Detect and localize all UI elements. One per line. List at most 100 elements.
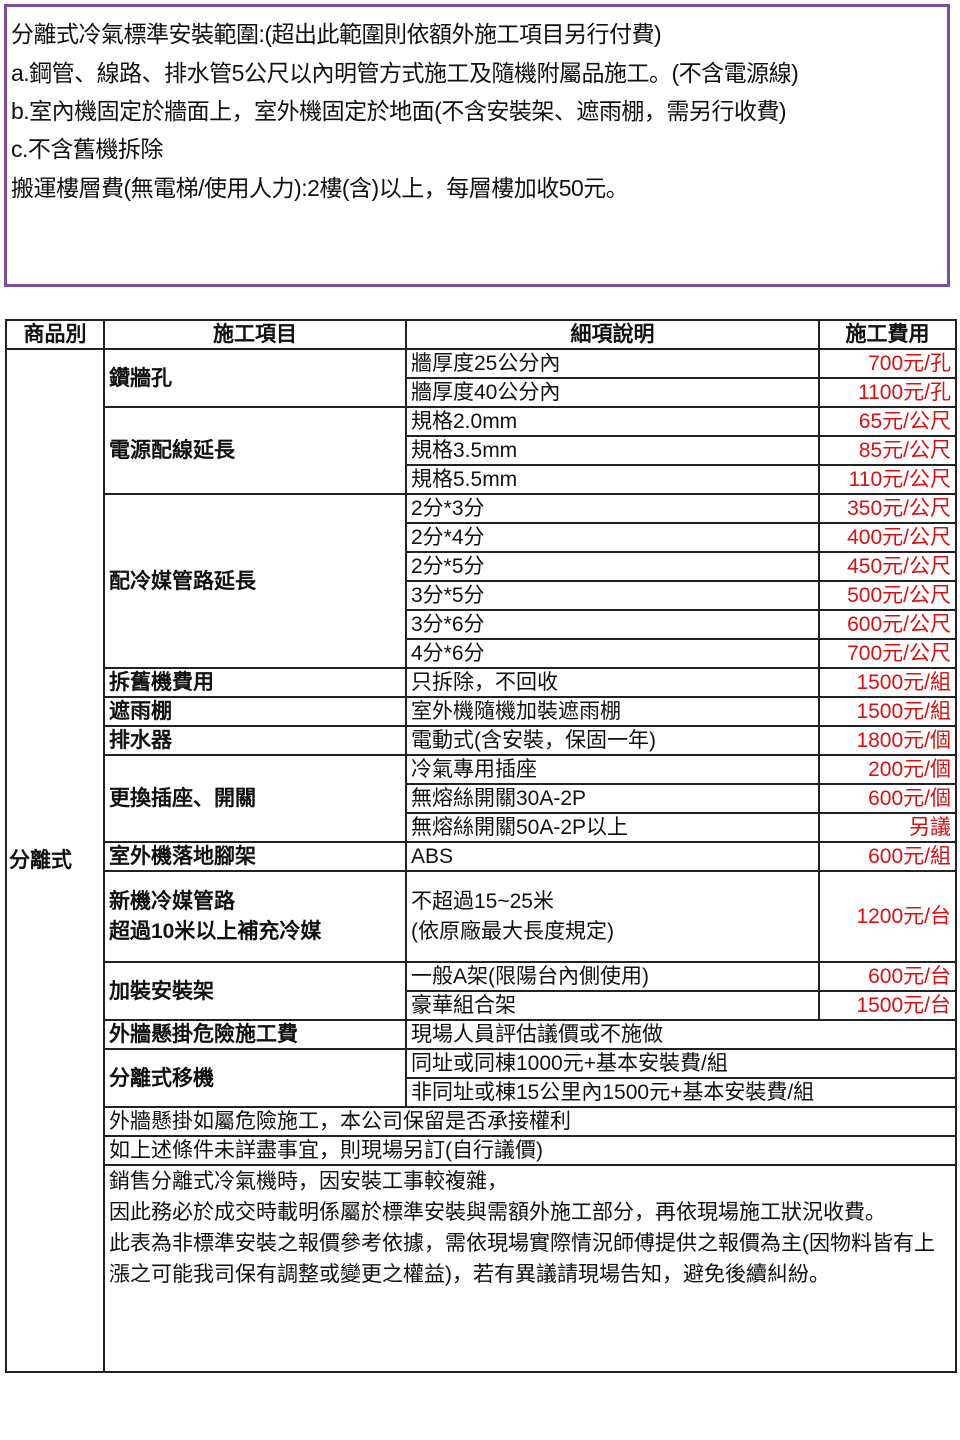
table-row: 分離式 鑽牆孔 牆厚度25公分內 700元/孔 <box>5 348 957 1373</box>
table-row: 2分*5分 450元/公尺 <box>6 551 957 582</box>
fee-cell: 600元/公尺 <box>818 609 957 640</box>
detail-cell: 規格3.5mm <box>405 435 820 466</box>
footer-note-cell: 外牆懸掛如屬危險施工，本公司保留是否承接權利 <box>103 1106 957 1137</box>
item-name-cell: 拆舊機費用 <box>103 667 407 698</box>
scope-item-a: a.鋼管、線路、排水管5公尺以內明管方式施工及隨機附屬品施工。(不含電源線) <box>11 60 799 86</box>
notes-cell: 銷售分離式冷氣機時，因安裝工事較複雜， 因此務必於成交時載明係屬於標準安裝與需額外… <box>103 1164 957 1373</box>
fee-cell: 1500元/台 <box>818 990 957 1021</box>
table-row: 加裝安裝架 一般A架(限陽台內側使用) 600元/台 <box>6 961 957 1021</box>
fee-cell: 1500元/組 <box>818 667 957 698</box>
detail-cell: 牆厚度25公分內 <box>405 348 820 379</box>
standard-installation-scope-box: 分離式冷氣標準安裝範圍:(超出此範圍則依額外施工項目另行付費) a.鋼管、線路、… <box>4 4 950 287</box>
table-row: 室外機落地腳架 ABS 600元/組 <box>6 841 957 872</box>
item-name-cell: 加裝安裝架 <box>103 961 407 1021</box>
header-detail: 細項說明 <box>405 319 820 350</box>
detail-cell: 4分*6分 <box>405 638 820 669</box>
item-name-cell: 室外機落地腳架 <box>103 841 407 872</box>
footer-row: 如上述條件未詳盡事宜，則現場另訂(自行議價) <box>6 1135 957 1166</box>
scope-item-c: c.不含舊機拆除 <box>11 136 163 162</box>
detail-cell: 牆厚度40公分內 <box>405 377 820 408</box>
detail-cell: 2分*3分 <box>405 493 820 524</box>
scope-floor-fee: 搬運樓層費(無電梯/使用人力):2樓(含)以上，每層樓加收50元。 <box>11 175 629 201</box>
fee-cell: 600元/組 <box>818 841 957 872</box>
fee-cell: 500元/公尺 <box>818 580 957 611</box>
item-name-cell: 排水器 <box>103 725 407 756</box>
table-row: 電源配線延長 規格2.0mm 65元/公尺 <box>6 406 957 495</box>
table-row: 更換插座、開關 冷氣專用插座 200元/個 <box>6 754 957 843</box>
detail-cell: 3分*5分 <box>405 580 820 611</box>
fee-cell: 400元/公尺 <box>818 522 957 553</box>
note-paragraph: 因此務必於成交時載明係屬於標準安裝與需額外施工部分，再依現場施工狀況收費。 <box>109 1201 886 1224</box>
table-row: 3分*6分 600元/公尺 <box>6 609 957 640</box>
scope-item-b: b.室內機固定於牆面上，室外機固定於地面(不含安裝架、遮雨棚，需另行收費) <box>11 98 787 124</box>
fee-cell: 350元/公尺 <box>818 493 957 524</box>
table-row: 4分*6分 700元/公尺 <box>6 638 957 669</box>
detail-cell: 室外機隨機加裝遮雨棚 <box>405 696 820 727</box>
table-row: 非同址或棟15公里內1500元+基本安裝費/組 <box>6 1077 957 1108</box>
item-name-cell: 更換插座、開關 <box>103 754 407 843</box>
notes-row: 銷售分離式冷氣機時，因安裝工事較複雜， 因此務必於成交時載明係屬於標準安裝與需額外… <box>6 1164 957 1373</box>
fee-cell: 1800元/個 <box>818 725 957 756</box>
detail-cell: 3分*6分 <box>405 609 820 640</box>
detail-cell: 現場人員評估議價或不施做 <box>405 1019 957 1050</box>
header-category: 商品別 <box>5 319 105 350</box>
fee-cell: 65元/公尺 <box>818 406 957 437</box>
item-name-cell: 外牆懸掛危險施工費 <box>103 1019 407 1050</box>
fee-cell: 另議 <box>818 812 957 843</box>
table-row: 豪華組合架 1500元/台 <box>6 990 957 1021</box>
note-paragraph: 此表為非標準安裝之報價參考依據，需依現場實際情況師傅提供之報價為主(因物料皆有上… <box>109 1232 935 1286</box>
item-name-cell: 分離式移機 <box>103 1048 407 1108</box>
table-row: 排水器 電動式(含安裝，保固一年) 1800元/個 <box>6 725 957 756</box>
header-item: 施工項目 <box>103 319 407 350</box>
extra-installation-price-table: 商品別 施工項目 細項說明 施工費用 分離式 鑽牆孔 牆厚度25公分內 700元/孔牆… <box>5 319 957 1373</box>
table-row: 無熔絲開關30A-2P 600元/個 <box>6 783 957 814</box>
fee-cell: 600元/台 <box>818 961 957 992</box>
detail-cell: 無熔絲開關50A-2P以上 <box>405 812 820 843</box>
table-header-row: 商品別 施工項目 細項說明 施工費用 <box>5 319 957 350</box>
detail-cell: 電動式(含安裝，保固一年) <box>405 725 820 756</box>
item-name-cell: 配冷媒管路延長 <box>103 493 407 669</box>
detail-cell: 一般A架(限陽台內側使用) <box>405 961 820 992</box>
detail-cell: 只拆除，不回收 <box>405 667 820 698</box>
fee-cell: 700元/孔 <box>818 348 957 379</box>
detail-cell: 同址或同棟1000元+基本安裝費/組 <box>405 1048 957 1079</box>
detail-cell: 豪華組合架 <box>405 990 820 1021</box>
table-row: 無熔絲開關50A-2P以上 另議 <box>6 812 957 843</box>
note-paragraph: 銷售分離式冷氣機時，因安裝工事較複雜， <box>109 1170 508 1193</box>
detail-cell: 2分*5分 <box>405 551 820 582</box>
item-name-cell: 鑽牆孔 <box>103 348 407 408</box>
detail-cell: 冷氣專用插座 <box>405 754 820 785</box>
item-name-cell: 遮雨棚 <box>103 696 407 727</box>
fee-cell: 1200元/台 <box>818 870 957 963</box>
fee-cell: 85元/公尺 <box>818 435 957 466</box>
footer-row: 外牆懸掛如屬危險施工，本公司保留是否承接權利 <box>6 1106 957 1137</box>
table-row: 拆舊機費用 只拆除，不回收 1500元/組 <box>6 667 957 698</box>
detail-cell: 不超過15~25米 (依原廠最大長度規定) <box>405 870 820 963</box>
fee-cell: 700元/公尺 <box>818 638 957 669</box>
detail-cell: 規格5.5mm <box>405 464 820 495</box>
table-row: 外牆懸掛危險施工費 現場人員評估議價或不施做 <box>6 1019 957 1050</box>
footer-note-cell: 如上述條件未詳盡事宜，則現場另訂(自行議價) <box>103 1135 957 1166</box>
fee-cell: 600元/個 <box>818 783 957 814</box>
item-name-cell: 新機冷媒管路 超過10米以上補充冷媒 <box>103 870 407 963</box>
detail-cell: 2分*4分 <box>405 522 820 553</box>
fee-cell: 200元/個 <box>818 754 957 785</box>
detail-cell: 無熔絲開關30A-2P <box>405 783 820 814</box>
fee-cell: 450元/公尺 <box>818 551 957 582</box>
detail-cell: 規格2.0mm <box>405 406 820 437</box>
fee-cell: 110元/公尺 <box>818 464 957 495</box>
table-row: 規格5.5mm 110元/公尺 <box>6 464 957 495</box>
table-row: 新機冷媒管路 超過10米以上補充冷媒 不超過15~25米 (依原廠最大長度規定) 120… <box>6 870 957 963</box>
scope-title: 分離式冷氣標準安裝範圍:(超出此範圍則依額外施工項目另行付費) <box>11 21 662 47</box>
detail-cell: ABS <box>405 841 820 872</box>
table-row: 3分*5分 500元/公尺 <box>6 580 957 611</box>
table-row: 分離式移機 同址或同棟1000元+基本安裝費/組 <box>6 1048 957 1108</box>
table-row: 規格3.5mm 85元/公尺 <box>6 435 957 466</box>
header-fee: 施工費用 <box>818 319 957 350</box>
fee-cell: 1100元/孔 <box>818 377 957 408</box>
fee-cell: 1500元/組 <box>818 696 957 727</box>
detail-cell: 非同址或棟15公里內1500元+基本安裝費/組 <box>405 1077 957 1108</box>
table-row: 配冷媒管路延長 2分*3分 350元/公尺 <box>6 493 957 669</box>
table-row: 2分*4分 400元/公尺 <box>6 522 957 553</box>
category-cell: 分離式 <box>5 348 105 1373</box>
